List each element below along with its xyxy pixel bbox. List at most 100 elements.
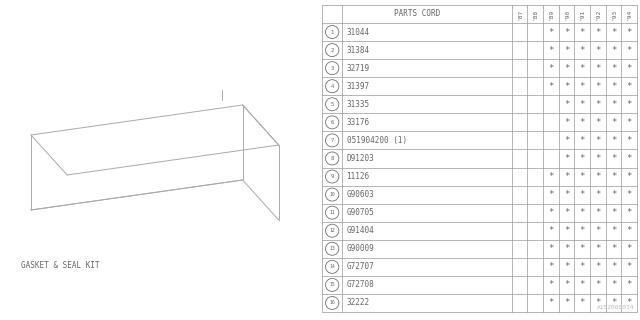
Text: '91: '91 [580,8,585,20]
Text: '92: '92 [595,8,600,20]
Text: 10: 10 [330,192,335,197]
Text: *: * [548,172,554,181]
Text: *: * [564,154,569,163]
Text: 9: 9 [331,174,334,179]
Text: '88: '88 [532,8,538,20]
Text: 6: 6 [331,120,334,125]
Text: *: * [548,28,554,36]
Text: 8: 8 [331,156,334,161]
Text: *: * [627,299,632,308]
Text: *: * [611,45,616,55]
Text: *: * [564,208,569,217]
Text: *: * [627,190,632,199]
Text: *: * [595,100,600,109]
Text: G90603: G90603 [346,190,374,199]
Text: *: * [595,28,600,36]
Text: *: * [611,118,616,127]
Text: *: * [564,118,569,127]
Text: 31384: 31384 [346,45,370,55]
Text: *: * [595,82,600,91]
Text: G72708: G72708 [346,280,374,289]
Text: *: * [548,45,554,55]
Text: *: * [627,100,632,109]
Text: *: * [627,45,632,55]
Text: *: * [579,136,585,145]
Text: 12: 12 [330,228,335,233]
Text: *: * [595,45,600,55]
Text: *: * [627,154,632,163]
Text: *: * [548,299,554,308]
Text: '87: '87 [517,8,522,20]
Text: 15: 15 [330,283,335,287]
Text: *: * [564,244,569,253]
Text: '93: '93 [611,8,616,20]
Text: *: * [564,262,569,271]
Text: '89: '89 [548,8,554,20]
Text: 33176: 33176 [346,118,370,127]
Text: 7: 7 [331,138,334,143]
Text: *: * [611,100,616,109]
Text: *: * [579,118,585,127]
Text: *: * [627,136,632,145]
Text: *: * [611,226,616,235]
Text: 14: 14 [330,264,335,269]
Text: *: * [611,208,616,217]
Text: *: * [627,64,632,73]
Text: *: * [564,136,569,145]
Text: *: * [595,118,600,127]
Text: 3: 3 [331,66,334,71]
Text: *: * [579,299,585,308]
Text: *: * [564,280,569,289]
Text: *: * [595,244,600,253]
Text: *: * [548,262,554,271]
Text: 11126: 11126 [346,172,370,181]
Text: *: * [564,45,569,55]
Text: *: * [611,244,616,253]
Text: *: * [548,208,554,217]
Text: *: * [595,64,600,73]
Text: *: * [595,154,600,163]
Text: *: * [611,136,616,145]
Text: *: * [579,172,585,181]
Text: *: * [548,190,554,199]
Text: *: * [564,64,569,73]
Text: *: * [579,28,585,36]
Text: *: * [595,262,600,271]
Text: *: * [579,262,585,271]
Text: *: * [579,226,585,235]
Text: *: * [548,280,554,289]
Text: *: * [579,82,585,91]
Text: G72707: G72707 [346,262,374,271]
Text: *: * [611,28,616,36]
Text: *: * [611,280,616,289]
Text: 2: 2 [331,48,334,52]
Text: *: * [579,280,585,289]
Text: PARTS CORD: PARTS CORD [394,10,440,19]
Text: D91203: D91203 [346,154,374,163]
Text: *: * [627,118,632,127]
Text: *: * [611,172,616,181]
Text: 31335: 31335 [346,100,370,109]
Text: *: * [564,190,569,199]
Text: *: * [611,82,616,91]
Text: *: * [564,172,569,181]
Text: *: * [579,154,585,163]
Text: *: * [548,226,554,235]
Text: *: * [627,208,632,217]
Text: *: * [611,190,616,199]
Text: *: * [564,82,569,91]
Text: *: * [595,299,600,308]
Text: *: * [548,244,554,253]
Text: 4: 4 [331,84,334,89]
Text: *: * [548,64,554,73]
Text: 31044: 31044 [346,28,370,36]
Text: *: * [564,226,569,235]
Text: *: * [595,136,600,145]
Text: GASKET & SEAL KIT: GASKET & SEAL KIT [20,260,99,269]
Text: *: * [564,299,569,308]
Text: *: * [564,100,569,109]
Text: *: * [595,172,600,181]
Text: *: * [627,226,632,235]
Text: '90: '90 [564,8,569,20]
Text: 32719: 32719 [346,64,370,73]
